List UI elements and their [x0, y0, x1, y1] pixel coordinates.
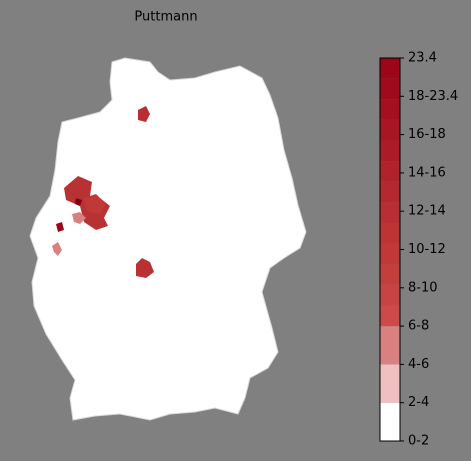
germany-map: [29, 57, 307, 421]
colorbar-band: [380, 119, 400, 141]
colorbar-label: 12-14: [408, 204, 446, 219]
region: [84, 194, 106, 214]
colorbar-label: 4-6: [408, 357, 429, 372]
colorbar-band: [380, 99, 400, 120]
colorbar-label: 2-4: [408, 395, 429, 410]
colorbar-band: [380, 305, 400, 327]
colorbar-label: 8-10: [408, 280, 438, 295]
colorbar-label: 16-18: [408, 127, 446, 142]
colorbar-band: [380, 222, 400, 244]
region: [136, 258, 154, 278]
region: [72, 212, 86, 224]
colorbar-band: [380, 284, 400, 306]
colorbar-band: [380, 364, 400, 403]
map-title: Puttmann: [134, 10, 197, 25]
colorbar-label: 0-2: [408, 434, 429, 449]
colorbar-label: 23.4: [408, 51, 437, 66]
colorbar-band: [380, 58, 400, 79]
colorbar-band: [380, 202, 400, 223]
region: [52, 242, 62, 256]
region: [75, 198, 82, 206]
colorbar-band: [380, 326, 400, 365]
region: [138, 106, 150, 122]
colorbar-band: [380, 243, 400, 265]
colorbar-band: [380, 161, 400, 182]
colorbar-label: 14-16: [408, 165, 446, 180]
colorbar-band: [380, 402, 400, 441]
colorbar-band: [380, 78, 400, 100]
colorbar-band: [380, 181, 400, 203]
colorbar-label: 18-23.4: [408, 89, 458, 104]
colorbar-label: 10-12: [408, 242, 446, 257]
country-outline: [29, 57, 307, 421]
colorbar: 0-2 2-4 4-6 6-8 8-10 10-12 12-14 14-16 16-18 18-2…: [379, 51, 458, 449]
colorbar-label: 6-8: [408, 319, 429, 334]
colorbar-band: [380, 264, 400, 285]
region: [56, 222, 64, 232]
colorbar-band: [380, 140, 400, 162]
